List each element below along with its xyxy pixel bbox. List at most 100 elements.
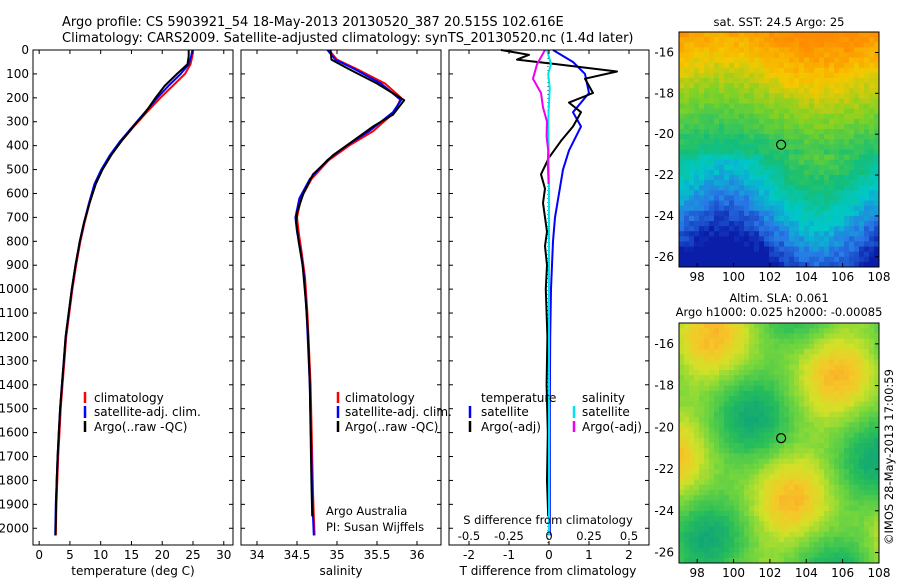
heatmap-cell — [774, 552, 780, 559]
heatmap-cell — [699, 557, 705, 564]
heatmap-cell — [689, 221, 695, 227]
heatmap-cell — [729, 359, 735, 366]
heatmap-cell — [804, 246, 810, 253]
heatmap-cell — [859, 185, 865, 191]
heatmap-cell — [759, 406, 765, 413]
heatmap-cell — [829, 200, 835, 207]
heatmap-cell — [824, 134, 830, 140]
heatmap-cell — [784, 437, 790, 444]
heatmap-cell — [844, 195, 850, 201]
heatmap-cell — [679, 526, 685, 533]
heatmap-cell — [834, 175, 840, 181]
heatmap-cell — [744, 215, 750, 222]
heatmap-cell — [774, 338, 780, 345]
heatmap-cell — [699, 437, 705, 444]
heatmap-cell — [754, 489, 760, 496]
heatmap-cell — [844, 42, 850, 48]
heatmap-cell — [784, 57, 790, 64]
heatmap-cell — [739, 427, 745, 433]
heatmap-cell — [694, 185, 700, 191]
heatmap-cell — [729, 349, 735, 355]
heatmap-cell — [699, 226, 705, 232]
heatmap-cell — [824, 200, 830, 207]
heatmap-cell — [874, 180, 880, 186]
heatmap-cell — [874, 103, 880, 110]
heatmap-cell — [849, 495, 855, 501]
heatmap-cell — [759, 42, 765, 48]
heatmap-cell — [754, 463, 760, 470]
heatmap-cell — [729, 93, 735, 99]
heatmap-cell — [764, 251, 770, 258]
heatmap-cell — [754, 547, 760, 553]
heatmap-cell — [729, 88, 735, 94]
heatmap-cell — [794, 385, 800, 392]
heatmap-cell — [859, 52, 865, 58]
heatmap-cell — [754, 164, 760, 171]
heatmap-cell — [739, 500, 745, 507]
heatmap-cell — [834, 510, 840, 517]
heatmap-cell — [694, 123, 700, 130]
heatmap-cell — [874, 396, 880, 402]
heatmap-cell — [709, 505, 715, 512]
heatmap-cell — [844, 458, 850, 465]
heatmap-cell — [769, 83, 775, 89]
heatmap-cell — [864, 139, 870, 145]
heatmap-cell — [769, 432, 775, 439]
heatmap-cell — [709, 103, 715, 110]
heatmap-cell — [699, 526, 705, 533]
heatmap-cell — [734, 375, 740, 381]
heatmap-cell — [679, 474, 685, 480]
heatmap-cell — [769, 484, 775, 491]
heatmap-cell — [834, 369, 840, 376]
heatmap-cell — [729, 226, 735, 232]
heatmap-cell — [694, 251, 700, 258]
heatmap-cell — [724, 536, 730, 543]
heatmap-cell — [809, 103, 815, 110]
heatmap-cell — [839, 108, 845, 115]
heatmap-cell — [799, 489, 805, 496]
heatmap-cell — [709, 323, 715, 329]
heatmap-cell — [749, 93, 755, 99]
heatmap-cell — [854, 406, 860, 413]
heatmap-cell — [694, 164, 700, 171]
heatmap-cell — [864, 32, 870, 38]
heatmap-cell — [769, 411, 775, 418]
heatmap-cell — [789, 98, 795, 104]
heatmap-cell — [759, 396, 765, 402]
heatmap-cell — [719, 547, 725, 553]
heatmap-cell — [764, 328, 770, 334]
heatmap-cell — [814, 113, 820, 120]
heatmap-cell — [789, 221, 795, 227]
heatmap-cell — [829, 52, 835, 58]
heatmap-cell — [789, 108, 795, 115]
heatmap-cell — [709, 57, 715, 64]
heatmap-cell — [679, 195, 685, 201]
heatmap-cell — [779, 474, 785, 480]
heatmap-cell — [759, 190, 765, 196]
heatmap-cell — [709, 47, 715, 53]
heatmap-cell — [809, 469, 815, 475]
heatmap-cell — [874, 432, 880, 439]
heatmap-cell — [789, 103, 795, 110]
heatmap-cell — [824, 536, 830, 543]
heatmap-cell — [729, 195, 735, 201]
heatmap-cell — [819, 495, 825, 501]
heatmap-cell — [694, 103, 700, 110]
heatmap-cell — [734, 453, 740, 460]
heatmap-cell — [799, 427, 805, 433]
heatmap-cell — [789, 139, 795, 145]
heatmap-cell — [714, 463, 720, 470]
heatmap-cell — [874, 516, 880, 522]
heatmap-cell — [719, 57, 725, 64]
heatmap-cell — [874, 437, 880, 444]
heatmap-cell — [829, 510, 835, 517]
heatmap-cell — [839, 448, 845, 454]
heatmap-cell — [729, 72, 735, 79]
heatmap-cell — [819, 37, 825, 43]
heatmap-cell — [774, 195, 780, 201]
heatmap-cell — [704, 226, 710, 232]
heatmap-cell — [729, 103, 735, 110]
heatmap-cell — [744, 241, 750, 247]
heatmap-cell — [859, 427, 865, 433]
heatmap-cell — [749, 195, 755, 201]
